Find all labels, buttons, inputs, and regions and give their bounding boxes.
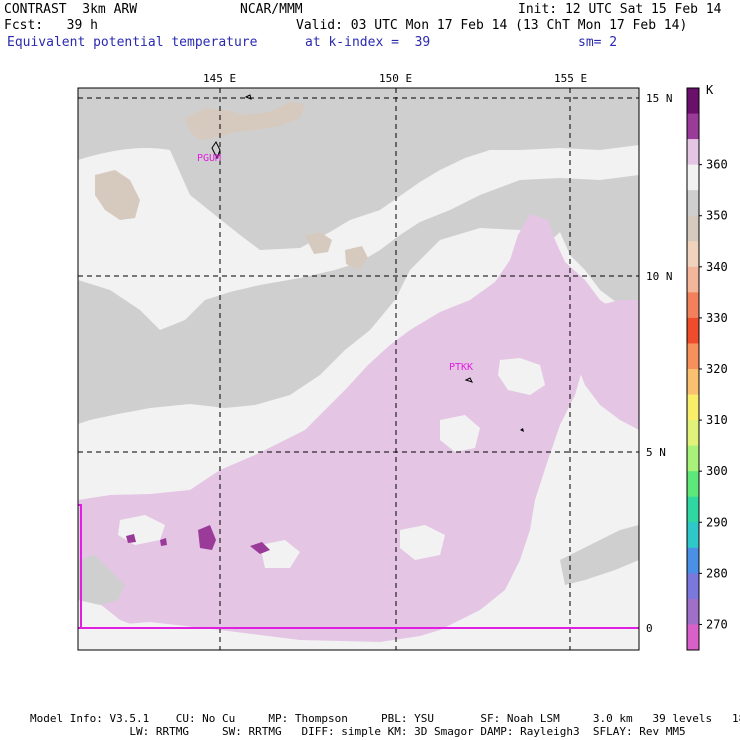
island-coastline-north [244,94,252,100]
colorbar-swatch [687,624,699,651]
station-label-ptkk: PTKK [449,362,473,373]
theta-e-field [78,88,639,650]
guam-coastline [211,141,221,160]
colorbar-swatch [687,241,699,268]
model-info-line2: LW: RRTMG SW: RRTMG DIFF: simple KM: 3D … [30,725,686,738]
field-hole-5 [260,540,300,568]
colorbar-swatch [687,598,699,625]
colorbar-label: 320 [706,362,728,376]
field-365k-spot-4 [160,538,167,546]
colorbar-swatch [687,343,699,370]
colorbar-swatch [687,164,699,191]
field-355k-south [78,520,639,650]
level-label: at k-index = 39 [305,35,431,50]
map-frame [77,87,640,651]
colorbar-label: 280 [706,566,728,580]
colorbar-swatch [687,190,699,217]
field-hole-2 [400,525,445,560]
field-hole-3 [498,358,545,395]
field-350k-southeast [560,525,639,585]
field-345k-patch-east [345,246,368,270]
organization: NCAR/MMM [240,2,303,17]
colorbar [686,87,700,651]
field-345k-patch-center [305,232,332,254]
colorbar-swatch [687,266,699,293]
lon-label-150e: 150 E [379,72,412,85]
colorbar-labels: 360 350 340 330 320 310 300 290 280 270 [699,158,728,631]
field-350k-east [560,222,639,305]
init-time: Init: 12 UTC Sat 15 Feb 14 [518,2,722,17]
colorbar-swatch [687,215,699,242]
lat-lon-grid [78,88,639,650]
model-name: CONTRAST 3km ARW [4,2,138,17]
colorbar-label: 270 [706,617,728,631]
island-marker-east [520,428,524,432]
colorbar-swatch [687,471,699,498]
field-345k-patch-west [95,170,140,220]
domain-edge [78,504,82,628]
field-355k-channel [78,145,639,330]
colorbar-swatch [687,522,699,549]
colorbar-label: 290 [706,515,728,529]
chuuk-coastline [464,377,473,383]
field-350k-southwest [78,555,125,605]
model-info-line1: Model Info: V3.5.1 CU: No Cu MP: Thompso… [30,712,740,725]
colorbar-swatch [687,369,699,396]
colorbar-label: 350 [706,209,728,223]
colorbar-label: 310 [706,413,728,427]
colorbar-label: 330 [706,311,728,325]
colorbar-swatch [687,139,699,166]
colorbar-label: 300 [706,464,728,478]
colorbar-label: 360 [706,158,728,172]
lat-label-0: 0 [646,622,653,635]
colorbar-swatch [687,547,699,574]
field-360k-east-bay [575,300,639,430]
lon-label-145e: 145 E [203,72,236,85]
field-345k-patch-north [185,102,305,140]
colorbar-swatch [687,394,699,421]
colorbar-label: 340 [706,260,728,274]
lat-label-5n: 5 N [646,446,666,459]
forecast-hour: Fcst: 39 h [4,18,98,33]
field-365k-spot-2 [250,542,270,554]
colorbar-unit: K [706,83,714,97]
station-label-pgum: PGUM [197,153,221,164]
field-name: Equivalent potential temperature [7,35,258,50]
colorbar-swatch [687,445,699,472]
field-365k-spot-1 [198,525,216,550]
colorbar-swatch [687,573,699,600]
valid-time: Valid: 03 UTC Mon 17 Feb 14 (13 ChT Mon … [296,18,688,33]
colorbar-swatch [687,88,699,115]
colorbar-swatch [687,420,699,447]
colorbar-swatch [687,113,699,140]
colorbar-swatch [687,317,699,344]
lat-label-10n: 10 N [646,270,673,283]
field-hole-1 [440,415,480,452]
colorbar-swatch [687,292,699,319]
smoothing-label: sm= 2 [578,35,618,50]
lat-label-15n: 15 N [646,92,673,105]
field-365k-spot-3 [126,534,136,543]
colorbar-swatch [687,496,699,523]
lon-label-155e: 155 E [554,72,587,85]
